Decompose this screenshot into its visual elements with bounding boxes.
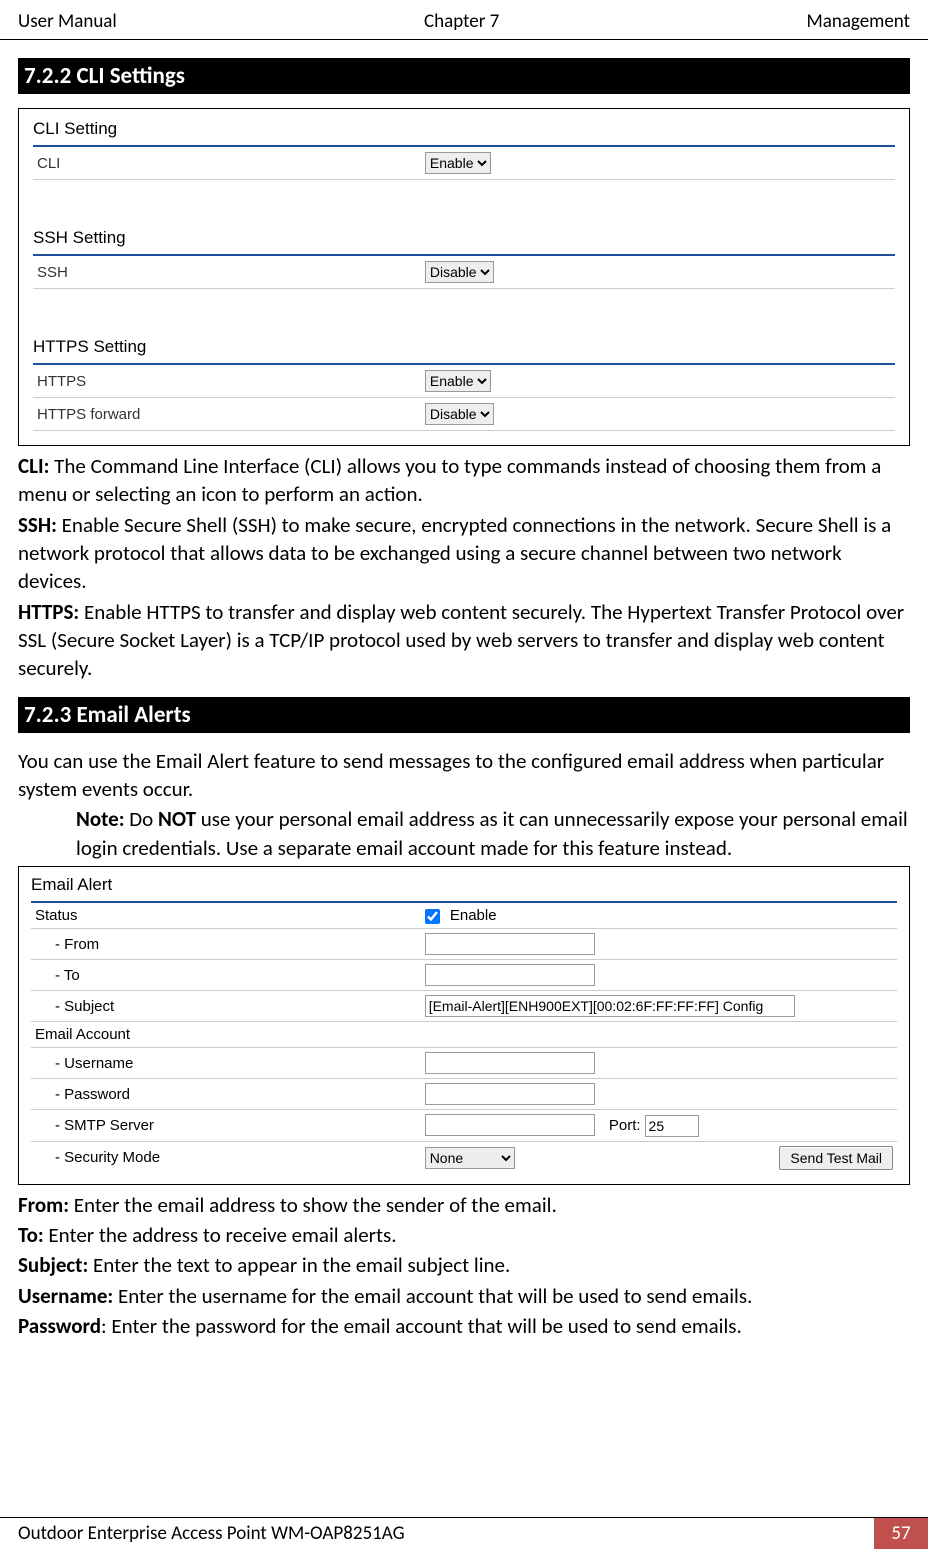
security-value-cell: None Send Test Mail — [421, 1141, 897, 1174]
https-forward-row-value-cell: Disable — [421, 398, 895, 431]
https-forward-row-label: HTTPS forward — [33, 398, 421, 431]
port-input[interactable] — [645, 1115, 699, 1137]
cli-setting-group-title: CLI Setting — [33, 119, 895, 139]
email-alerts-note: Note: Do NOT use your personal email add… — [18, 805, 910, 862]
cli-row-label: CLI — [33, 146, 421, 180]
cli-description: CLI: The Command Line Interface (CLI) al… — [18, 452, 910, 509]
status-value-cell: Enable — [421, 902, 897, 929]
cli-setting-table: CLI Enable — [33, 145, 895, 180]
email-account-value-cell — [421, 1022, 897, 1048]
password-label: - Password — [31, 1079, 421, 1110]
username-value-cell — [421, 1048, 897, 1079]
username-input[interactable] — [425, 1052, 595, 1074]
subject-desc-key: Subject: — [18, 1252, 88, 1278]
https-forward-select[interactable]: Disable — [425, 403, 494, 425]
footer-left: Outdoor Enterprise Access Point WM-OAP82… — [18, 1518, 405, 1549]
from-description: From: Enter the email address to show th… — [18, 1191, 910, 1219]
header-right: Management — [807, 10, 910, 33]
cli-desc-text: The Command Line Interface (CLI) allows … — [18, 453, 881, 507]
username-desc-text: Enter the username for the email account… — [113, 1283, 752, 1309]
username-label: - Username — [31, 1048, 421, 1079]
email-alert-table: Status Enable - From - To - Subject — [31, 901, 897, 1174]
username-desc-key: Username: — [18, 1283, 113, 1309]
security-label: - Security Mode — [31, 1141, 421, 1174]
to-desc-key: To: — [18, 1222, 44, 1248]
email-alert-figure: Email Alert Status Enable - From - To — [18, 866, 910, 1185]
https-select[interactable]: Enable — [425, 370, 491, 392]
ssh-row-label: SSH — [33, 255, 421, 289]
email-field-descriptions: From: Enter the email address to show th… — [18, 1191, 910, 1341]
subject-input[interactable] — [425, 995, 795, 1017]
page-number: 57 — [874, 1518, 928, 1549]
note-rest: use your personal email address as it ca… — [76, 806, 908, 860]
page-header: User Manual Chapter 7 Management — [0, 0, 928, 40]
https-description: HTTPS: Enable HTTPS to transfer and disp… — [18, 598, 910, 683]
cli-row-value-cell: Enable — [421, 146, 895, 180]
https-desc-key: HTTPS: — [18, 599, 79, 625]
enable-label: Enable — [450, 907, 497, 924]
https-setting-group-title: HTTPS Setting — [33, 337, 895, 357]
to-description: To: Enter the address to receive email a… — [18, 1221, 910, 1249]
cli-desc-key: CLI: — [18, 453, 49, 479]
password-input[interactable] — [425, 1083, 595, 1105]
subject-value-cell — [421, 991, 897, 1022]
password-desc-text: : Enter the password for the email accou… — [101, 1313, 742, 1339]
smtp-input[interactable] — [425, 1114, 595, 1136]
password-value-cell — [421, 1079, 897, 1110]
ssh-setting-group-title: SSH Setting — [33, 228, 895, 248]
subject-label: - Subject — [31, 991, 421, 1022]
to-input[interactable] — [425, 964, 595, 986]
https-row-value-cell: Enable — [421, 364, 895, 398]
smtp-value-cell: Port: — [421, 1110, 897, 1142]
smtp-label: - SMTP Server — [31, 1110, 421, 1142]
password-description: Password: Enter the password for the ema… — [18, 1312, 910, 1340]
ssh-desc-key: SSH: — [18, 512, 57, 538]
send-test-mail-button[interactable]: Send Test Mail — [779, 1146, 893, 1170]
enable-checkbox[interactable] — [425, 909, 440, 924]
subject-description: Subject: Enter the text to appear in the… — [18, 1251, 910, 1279]
ssh-row-value-cell: Disable — [421, 255, 895, 289]
port-label: Port: — [609, 1117, 641, 1134]
email-alerts-intro: You can use the Email Alert feature to s… — [18, 747, 910, 804]
https-setting-table: HTTPS Enable HTTPS forward Disable — [33, 363, 895, 431]
ssh-description: SSH: Enable Secure Shell (SSH) to make s… — [18, 511, 910, 596]
password-desc-key: Password — [18, 1313, 101, 1339]
https-desc-text: Enable HTTPS to transfer and display web… — [18, 599, 904, 682]
cli-descriptions: CLI: The Command Line Interface (CLI) al… — [18, 452, 910, 683]
section-heading-email-alerts: 7.2.3 Email Alerts — [18, 697, 910, 733]
email-account-label: Email Account — [31, 1022, 421, 1048]
https-row-label: HTTPS — [33, 364, 421, 398]
ssh-select[interactable]: Disable — [425, 261, 494, 283]
cli-settings-figure: CLI Setting CLI Enable SSH Setting SSH D… — [18, 108, 910, 446]
section-heading-cli-settings: 7.2.2 CLI Settings — [18, 58, 910, 94]
username-description: Username: Enter the username for the ema… — [18, 1282, 910, 1310]
from-desc-text: Enter the email address to show the send… — [69, 1192, 557, 1218]
to-value-cell — [421, 960, 897, 991]
ssh-setting-table: SSH Disable — [33, 254, 895, 289]
header-center: Chapter 7 — [424, 10, 499, 33]
header-left: User Manual — [18, 10, 117, 33]
note-label: Note: — [76, 806, 125, 832]
note-not: NOT — [158, 806, 196, 832]
cli-select[interactable]: Enable — [425, 152, 491, 174]
to-label: - To — [31, 960, 421, 991]
security-mode-select[interactable]: None — [425, 1147, 515, 1169]
ssh-desc-text: Enable Secure Shell (SSH) to make secure… — [18, 512, 891, 595]
email-alert-title: Email Alert — [31, 875, 897, 895]
to-desc-text: Enter the address to receive email alert… — [44, 1222, 397, 1248]
subject-desc-text: Enter the text to appear in the email su… — [88, 1252, 510, 1278]
note-do: Do — [125, 806, 159, 832]
page-footer: Outdoor Enterprise Access Point WM-OAP82… — [0, 1517, 928, 1549]
status-label: Status — [31, 902, 421, 929]
from-input[interactable] — [425, 933, 595, 955]
from-desc-key: From: — [18, 1192, 69, 1218]
from-value-cell — [421, 929, 897, 960]
from-label: - From — [31, 929, 421, 960]
